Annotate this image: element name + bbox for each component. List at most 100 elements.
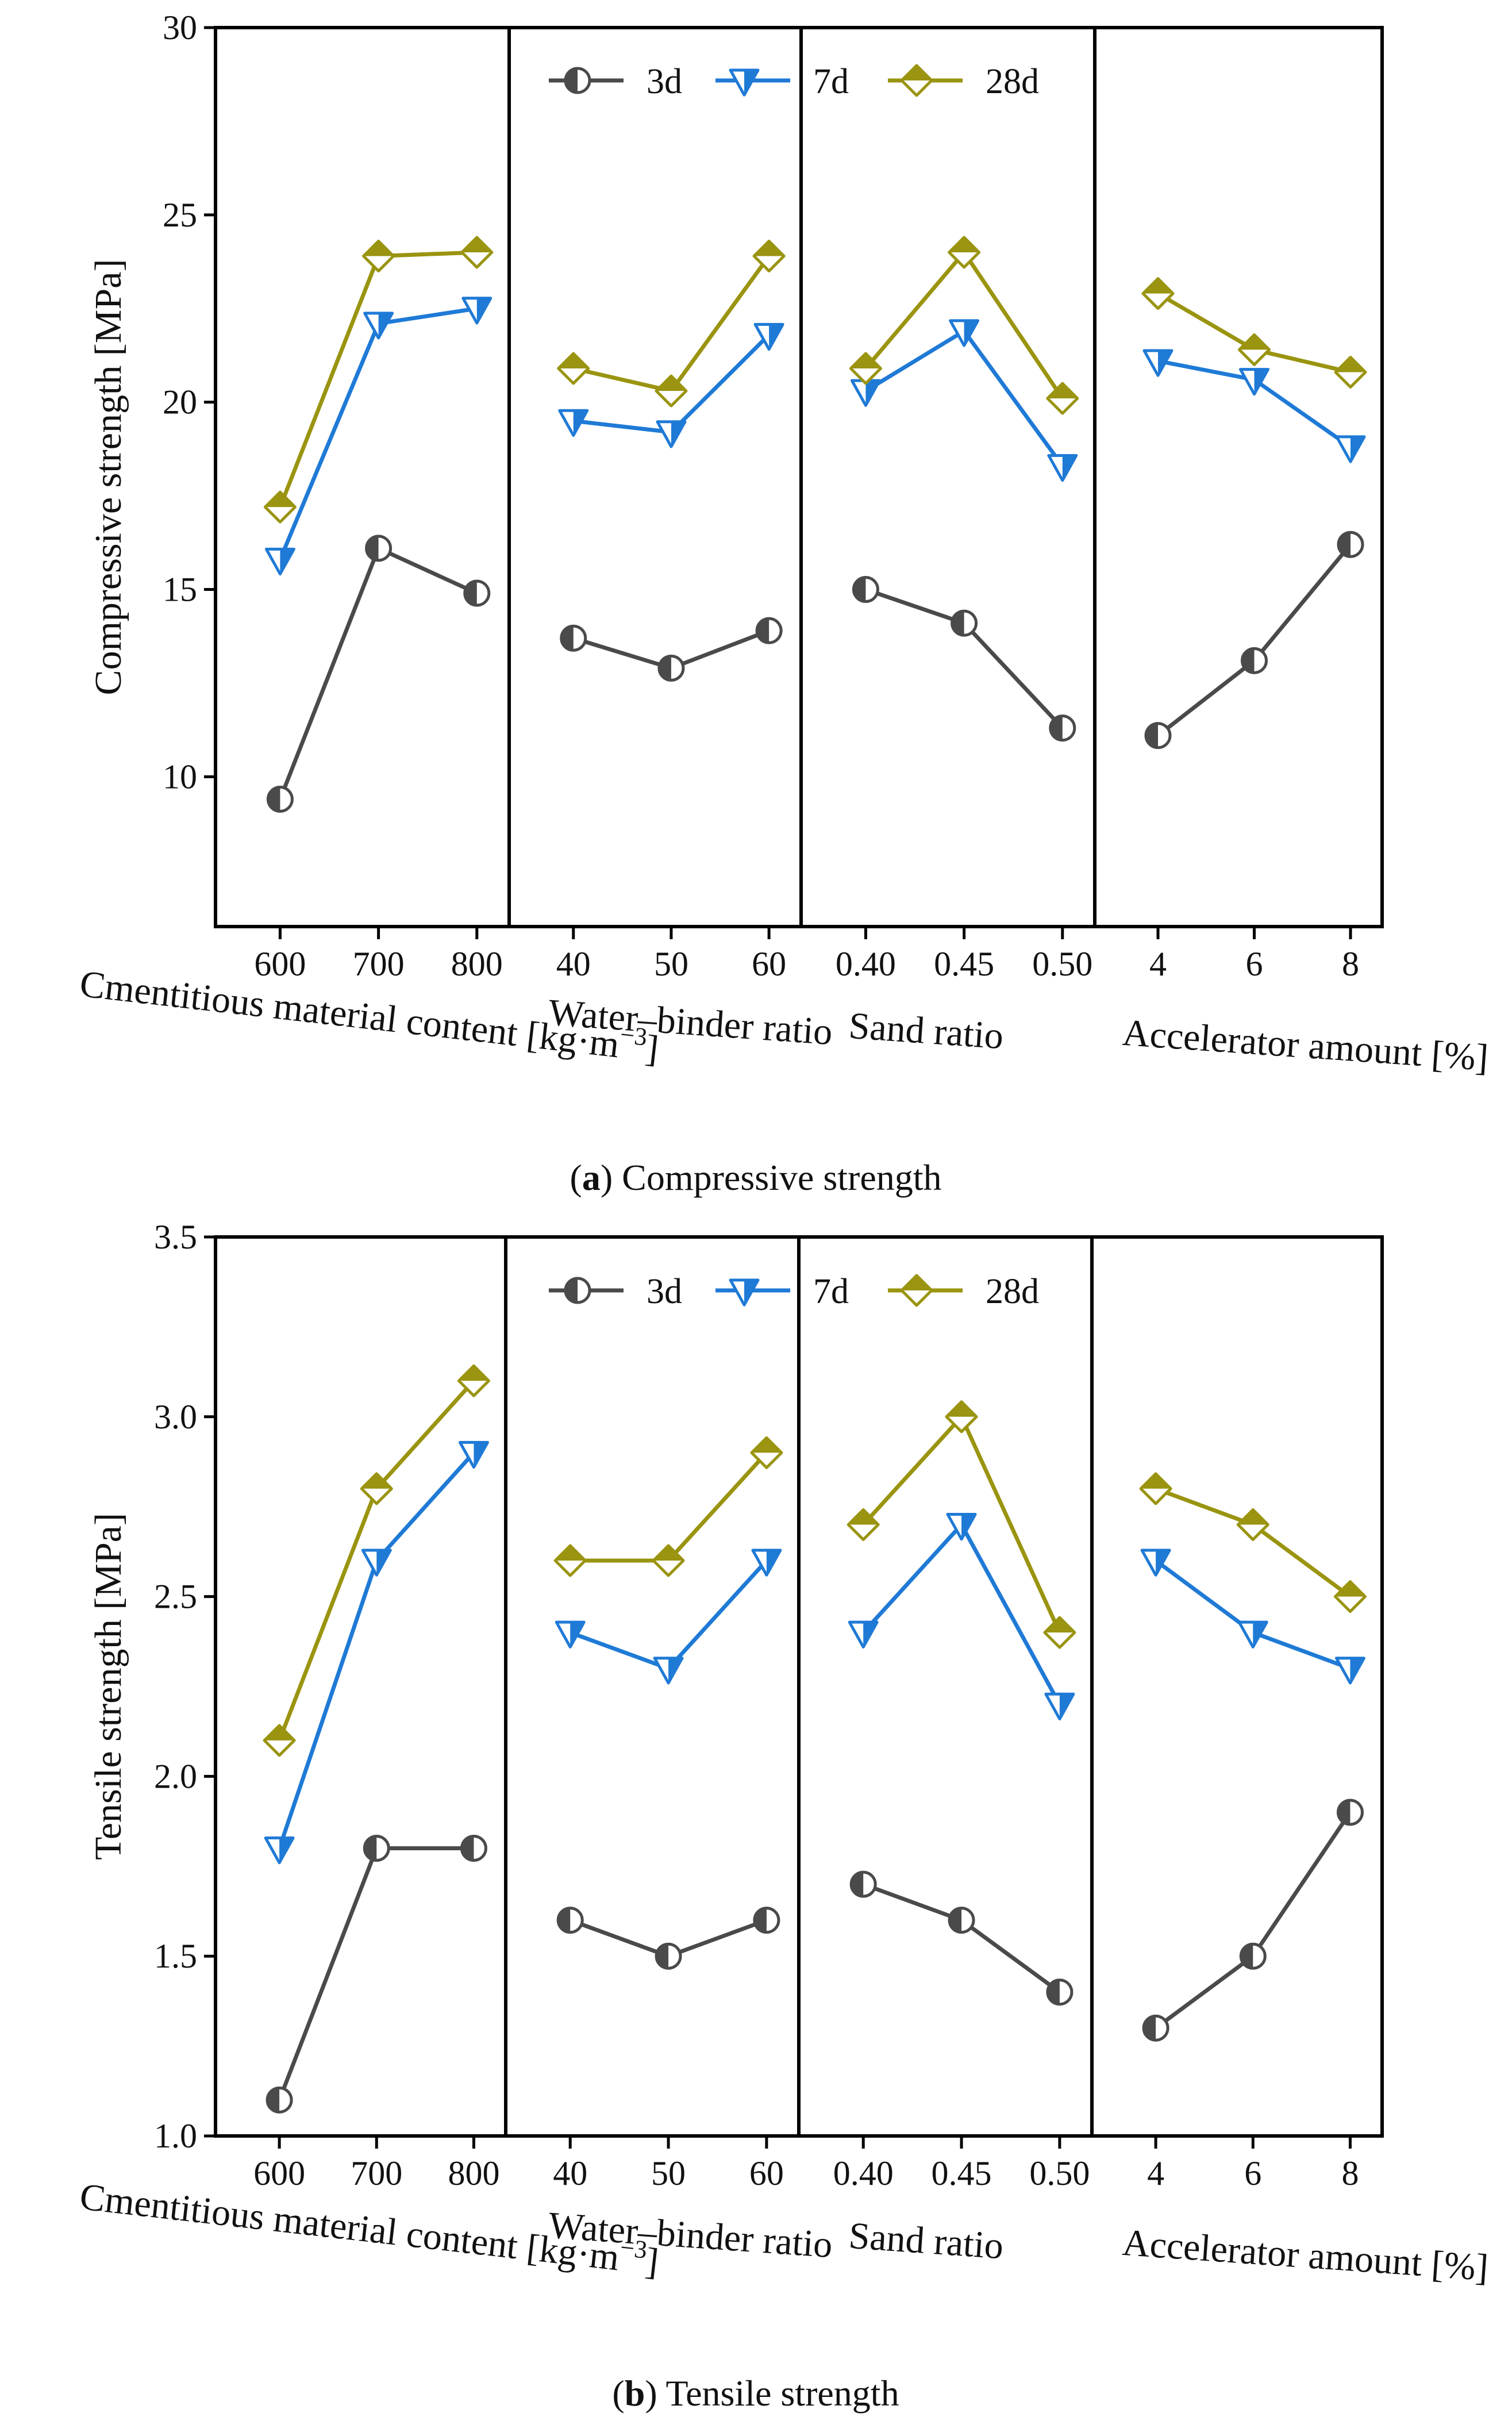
y-tick-label: 25 xyxy=(163,196,197,234)
marker-28d-half-2 xyxy=(754,241,784,256)
marker-3d-half-1 xyxy=(656,1944,669,1969)
marker-28d-half-1 xyxy=(363,241,394,256)
series-line-3d xyxy=(278,546,478,800)
caption-text: ) Tensile strength xyxy=(645,2373,899,2414)
x-tick-label: 800 xyxy=(451,945,503,983)
y-tick-label: 3.0 xyxy=(154,1398,197,1436)
marker-28d-half-0 xyxy=(848,1509,879,1525)
x-tick-label: 8 xyxy=(1341,2154,1359,2192)
marker-28d-half-2 xyxy=(459,1366,489,1381)
marker-28d-half-1 xyxy=(656,376,686,391)
marker-28d-half-2 xyxy=(1335,1581,1365,1597)
marker-3d-half-2 xyxy=(1338,1800,1351,1824)
marker-3d-half-0 xyxy=(268,787,280,812)
legend-label-7d: 7d xyxy=(813,1272,849,1311)
marker-3d-half-2 xyxy=(757,618,770,643)
marker-28d-half-0 xyxy=(851,354,881,369)
y-axis-label: Tensile strength [MPa] xyxy=(87,1513,129,1860)
marker-7d-half-0 xyxy=(1158,350,1172,376)
x-group-label: Sand ratio xyxy=(848,2215,1005,2268)
marker-7d-half-1 xyxy=(1254,369,1268,394)
x-tick-label: 6 xyxy=(1246,945,1263,983)
series-line-3d xyxy=(1156,543,1352,737)
x-tick-label: 60 xyxy=(752,945,786,983)
marker-3d-half-legend xyxy=(565,1278,578,1302)
x-tick-label: 800 xyxy=(448,2154,499,2192)
series-line-3d xyxy=(1155,1811,1352,2030)
marker-7d-half-legend xyxy=(744,70,758,95)
series-line-7d xyxy=(861,1522,1061,1705)
x-group-label: Accelerator amount [%] xyxy=(1121,2222,1490,2289)
marker-28d-half-0 xyxy=(1143,278,1173,294)
x-tick-label: 0.50 xyxy=(1029,2154,1090,2192)
marker-3d-half-0 xyxy=(851,1872,864,1897)
marker-7d-half-1 xyxy=(961,1514,976,1539)
legend-label-7d: 7d xyxy=(813,62,849,101)
legend-label-3d: 3d xyxy=(647,62,682,101)
marker-7d-half-0 xyxy=(863,1622,878,1647)
x-group-label-sup: −3 xyxy=(619,1020,649,1051)
marker-28d-half-1 xyxy=(947,1401,977,1417)
plot-frame xyxy=(214,26,1384,928)
x-tick-label: 6 xyxy=(1244,2154,1261,2192)
y-tick-label: 2.0 xyxy=(154,1757,197,1795)
marker-3d-half-0 xyxy=(561,626,574,651)
marker-28d-half-2 xyxy=(751,1438,782,1453)
legend-label-28d: 28d xyxy=(986,62,1039,101)
marker-3d-half-2 xyxy=(1050,716,1063,740)
x-tick-label: 40 xyxy=(556,945,591,983)
caption-paren-open: ( xyxy=(612,2373,624,2414)
x-tick-label: 0.45 xyxy=(932,2154,992,2192)
marker-28d-half-2 xyxy=(1044,1617,1075,1633)
marker-28d-half-2 xyxy=(1047,383,1078,399)
marker-28d-half-0 xyxy=(265,492,295,508)
marker-3d-half-1 xyxy=(949,1908,962,1932)
chart-compressive: 10 15 20 25 30 Compressive strength [MPa] 600 7… xyxy=(78,9,1490,1198)
legend: 3d 7d 28d xyxy=(549,62,1039,101)
legend-label-3d: 3d xyxy=(647,1272,682,1311)
marker-28d-half-legend xyxy=(902,66,932,80)
legend: 3d 7d 28d xyxy=(549,1272,1039,1311)
marker-7d-half-1 xyxy=(376,1550,391,1576)
x-tick-label: 60 xyxy=(749,2154,784,2192)
marker-28d-half-1 xyxy=(949,237,979,252)
marker-7d-half-1 xyxy=(1253,1622,1267,1647)
y-tick-label: 1.5 xyxy=(154,1937,197,1975)
marker-3d-half-0 xyxy=(267,2088,280,2112)
marker-7d-half-0 xyxy=(279,1838,294,1863)
marker-7d-half-2 xyxy=(1350,1658,1364,1683)
marker-7d-half-2 xyxy=(1062,455,1076,481)
series-line-3d xyxy=(277,1846,474,2101)
marker-3d-half-1 xyxy=(364,1836,377,1861)
x-tick-label: 40 xyxy=(553,2154,587,2192)
y-tick-label: 15 xyxy=(163,571,197,609)
marker-7d-half-2 xyxy=(474,1442,488,1467)
legend-label-28d: 28d xyxy=(986,1272,1039,1311)
x-tick-label: 50 xyxy=(651,2154,686,2192)
marker-3d-half-0 xyxy=(853,577,866,602)
marker-28d-half-1 xyxy=(361,1473,392,1489)
marker-7d-half-2 xyxy=(476,298,491,323)
marker-28d-half-0 xyxy=(558,354,588,369)
marker-7d-half-1 xyxy=(668,1658,683,1683)
marker-7d-half-2 xyxy=(766,1550,780,1576)
marker-3d-half-0 xyxy=(1144,2016,1156,2041)
y-axis-label: Compressive strength [MPa] xyxy=(87,259,129,696)
marker-3d-half-2 xyxy=(1338,532,1351,557)
y-tick-label: 1.0 xyxy=(154,2117,197,2155)
x-tick-label: 0.40 xyxy=(836,945,896,983)
marker-3d-half-legend xyxy=(565,68,578,93)
caption-text: ) Compressive strength xyxy=(601,1157,942,1198)
series-line-28d xyxy=(572,255,771,393)
marker-7d-half-0 xyxy=(570,1622,584,1647)
x-group-label: Sand ratio xyxy=(848,1005,1005,1058)
marker-28d-half-2 xyxy=(461,237,492,252)
marker-3d-half-2 xyxy=(464,581,477,606)
x-tick-label: 700 xyxy=(353,945,405,983)
series-line-3d xyxy=(862,1882,1061,1994)
x-tick-label: 8 xyxy=(1342,945,1359,983)
marker-3d-half-0 xyxy=(1146,723,1158,748)
y-tick-label: 2.5 xyxy=(154,1578,197,1616)
marker-7d-half-1 xyxy=(964,320,978,346)
marker-28d-half-1 xyxy=(1238,1509,1268,1525)
